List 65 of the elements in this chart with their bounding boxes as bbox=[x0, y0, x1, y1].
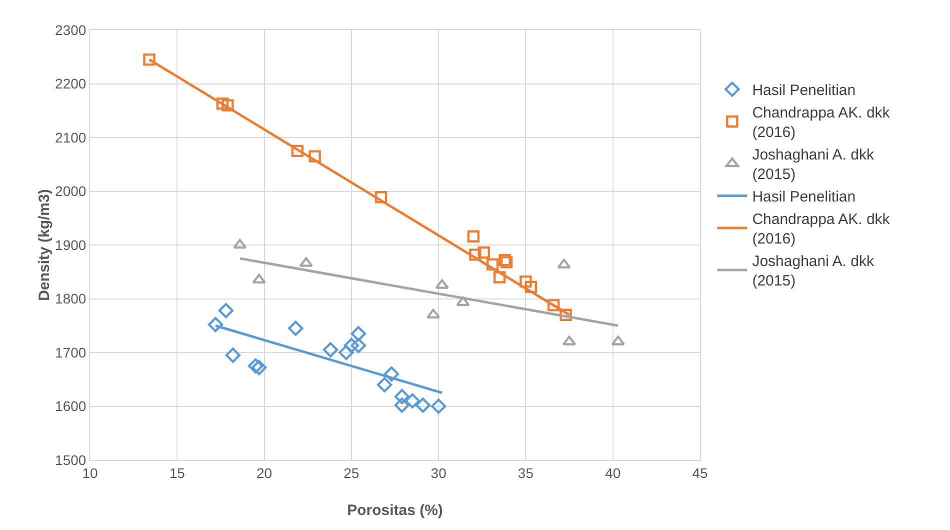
point bbox=[222, 99, 234, 112]
point bbox=[498, 254, 511, 266]
y-tick-label: 1600 bbox=[55, 398, 86, 414]
point bbox=[308, 150, 321, 162]
x-tick-label: 20 bbox=[256, 464, 272, 481]
x-tick-label: 15 bbox=[169, 464, 186, 481]
x-axis-title: Porositas (%) bbox=[347, 502, 443, 519]
x-tick-label: 40 bbox=[605, 464, 621, 481]
point bbox=[478, 246, 490, 259]
y-tick-label: 1700 bbox=[55, 344, 86, 360]
point bbox=[338, 344, 354, 360]
legend-label: Chandrappa AK. dkk (2016) bbox=[752, 104, 890, 142]
point bbox=[467, 230, 480, 242]
point bbox=[560, 308, 572, 321]
x-tick-label: 30 bbox=[430, 464, 447, 481]
point bbox=[374, 191, 388, 204]
y-tick-label: 1800 bbox=[55, 290, 86, 307]
y-tick-label: 2300 bbox=[55, 22, 86, 38]
x-tick-label: 35 bbox=[518, 464, 534, 481]
point bbox=[251, 360, 267, 376]
point bbox=[233, 238, 247, 249]
point bbox=[384, 366, 400, 382]
point bbox=[322, 342, 338, 358]
point bbox=[291, 144, 304, 158]
point bbox=[225, 348, 241, 363]
legend-label: Joshaghani A. dkk (2015) bbox=[752, 253, 874, 290]
x-tick-label: 25 bbox=[344, 464, 360, 481]
point bbox=[376, 377, 392, 392]
point bbox=[469, 248, 482, 261]
legend-label: Hasil Penelitian bbox=[752, 188, 856, 206]
y-tick-label: 2000 bbox=[55, 183, 86, 200]
legend-label: Chandrappa AK. dkk (2016) bbox=[752, 211, 890, 248]
point bbox=[435, 279, 449, 289]
point bbox=[216, 98, 229, 110]
x-tick-label: 45 bbox=[692, 464, 708, 481]
point bbox=[557, 258, 571, 268]
legend-label: Joshaghani A. dkk (2015) bbox=[752, 146, 874, 184]
point bbox=[208, 316, 224, 332]
point bbox=[299, 257, 313, 267]
point bbox=[248, 358, 264, 374]
point bbox=[394, 398, 410, 413]
point bbox=[394, 388, 410, 404]
y-tick-label: 1900 bbox=[55, 236, 86, 253]
legend-label: Hasil Penelitian bbox=[752, 82, 856, 100]
point bbox=[415, 398, 430, 413]
point bbox=[548, 299, 560, 312]
point bbox=[524, 280, 538, 294]
point bbox=[611, 336, 625, 346]
point bbox=[456, 296, 470, 306]
point bbox=[252, 274, 266, 284]
y-tick-label: 2200 bbox=[55, 76, 86, 92]
point bbox=[350, 338, 366, 354]
point bbox=[404, 393, 420, 408]
y-axis-title: Density (kg/m3) bbox=[36, 189, 54, 301]
y-tick-label: 2100 bbox=[55, 129, 86, 146]
point bbox=[500, 256, 513, 268]
point bbox=[218, 302, 234, 318]
point bbox=[143, 53, 156, 66]
point bbox=[430, 398, 446, 414]
point bbox=[493, 271, 506, 284]
point bbox=[288, 320, 304, 336]
point bbox=[350, 326, 366, 342]
point bbox=[486, 258, 499, 270]
point bbox=[520, 275, 532, 288]
point bbox=[344, 338, 360, 354]
